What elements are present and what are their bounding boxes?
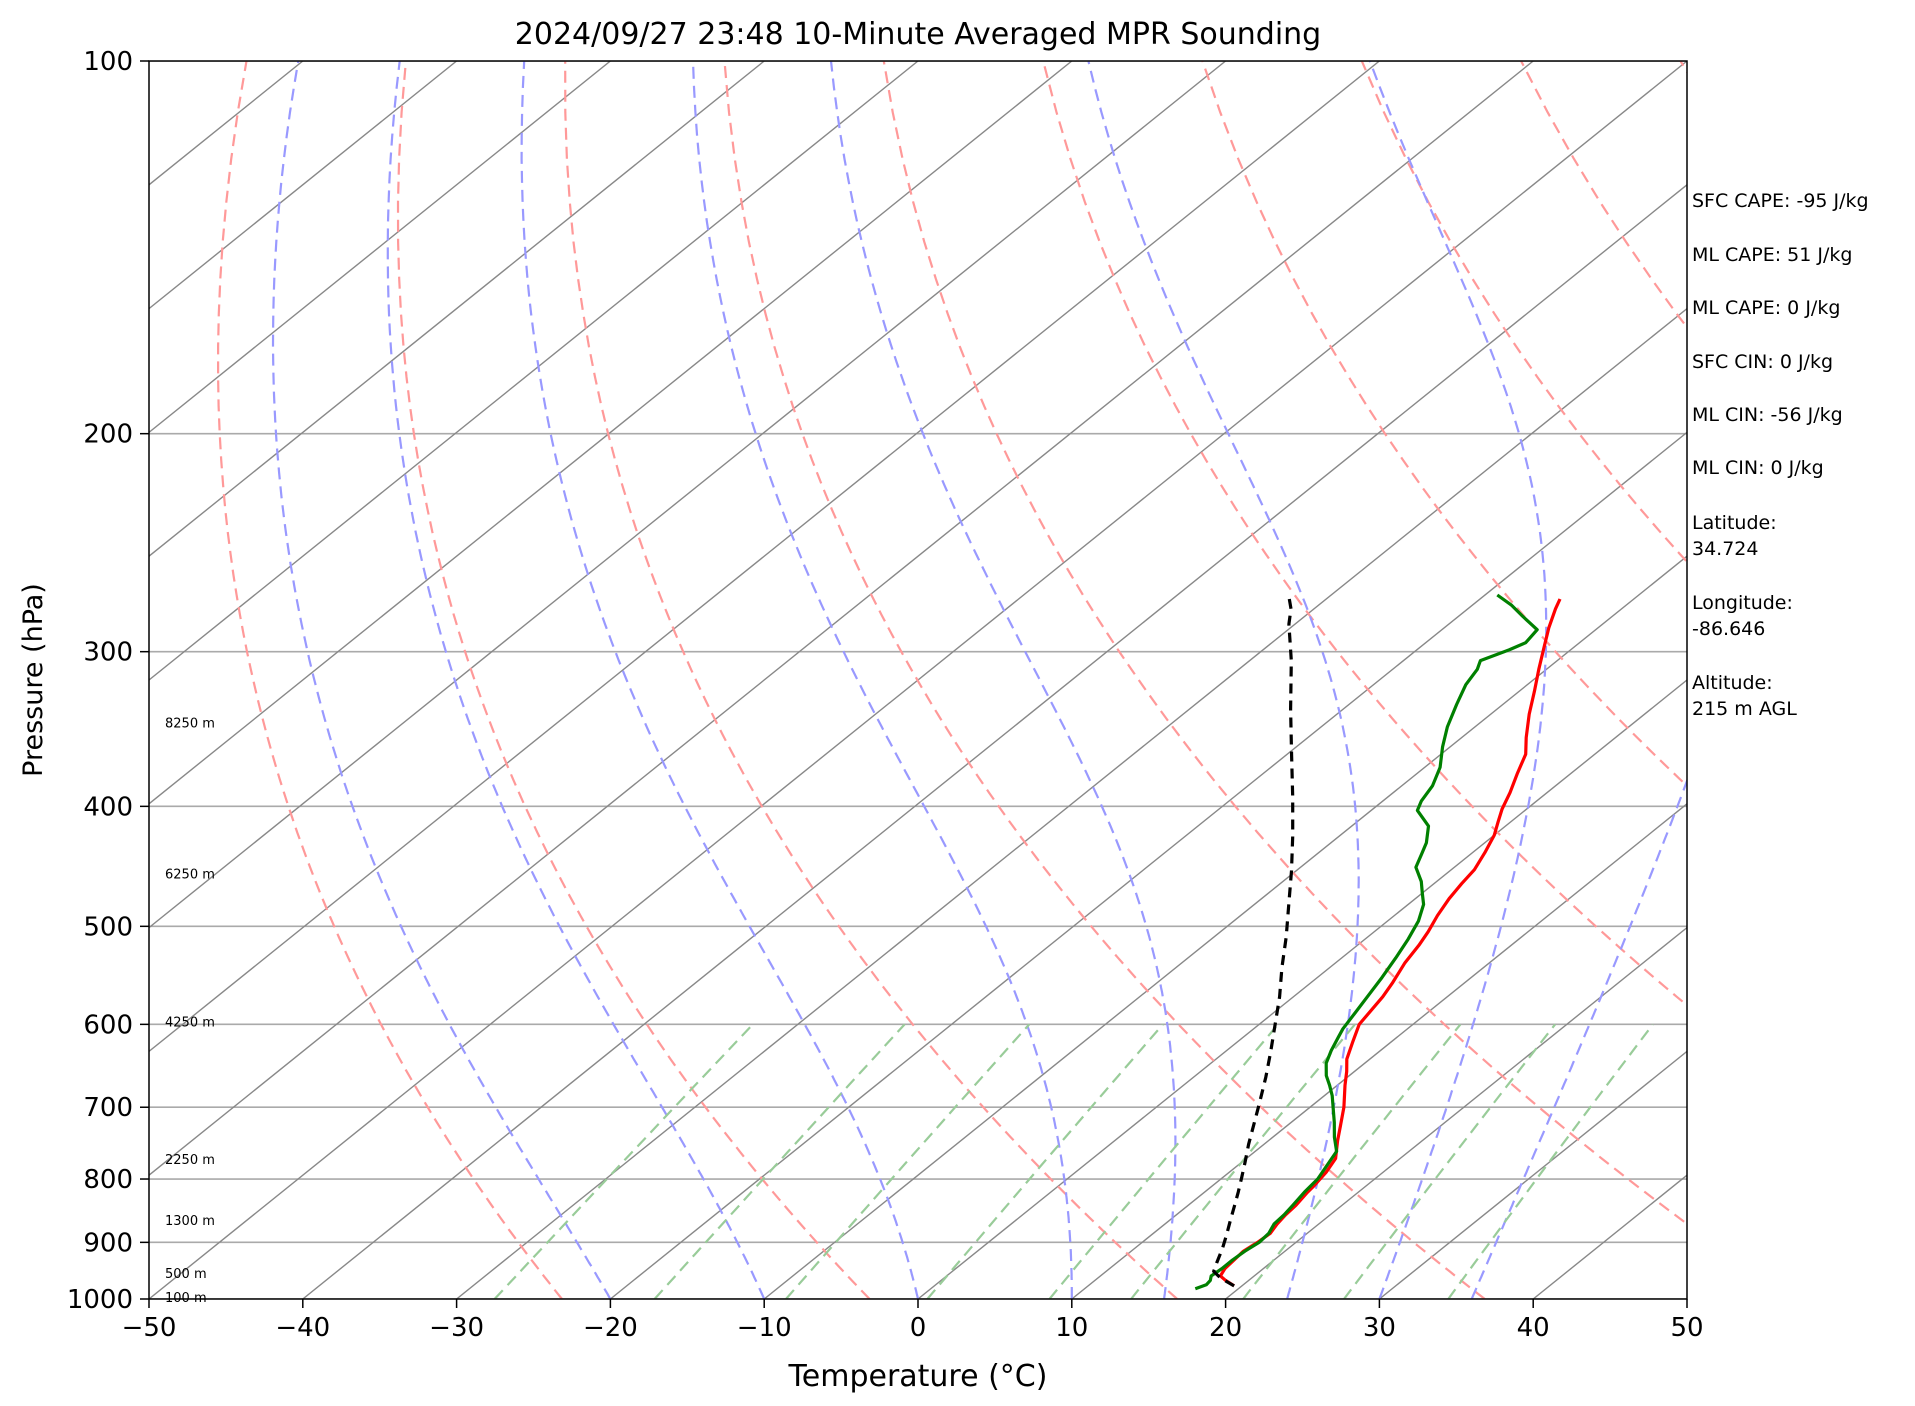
latitude-text: Latitude: 34.724	[1692, 512, 1777, 560]
longitude-text: Longitude: -86.646	[1692, 592, 1793, 640]
moist-adiabat-line	[520, 61, 920, 1299]
dry-adiabat-line	[217, 61, 563, 1299]
mixing-ratio-line	[926, 1023, 1164, 1299]
dry-adiabat-line	[882, 61, 1687, 1226]
y-tick-label: 400	[83, 792, 133, 822]
mixing-ratio-line	[493, 1023, 754, 1299]
moist-adiabat-line	[829, 61, 1177, 1299]
x-tick-label: 0	[910, 1313, 927, 1343]
isotherm-line	[149, 61, 1073, 805]
dry-adiabat-line	[564, 61, 1178, 1299]
mixing-ratio-line	[1048, 1023, 1279, 1299]
x-tick-label: −10	[737, 1313, 792, 1343]
isotherm-line	[149, 61, 919, 681]
dry-adiabat-line	[396, 61, 871, 1299]
moist-adiabat-line	[1368, 61, 1548, 1299]
sounding-profiles	[1194, 593, 1562, 1291]
isotherm-line	[917, 679, 1687, 1299]
mixing-ratio-line	[785, 1023, 1031, 1299]
height-label: 2250 m	[165, 1153, 215, 1168]
y-tick-label: 100	[83, 47, 133, 77]
x-tick-label: −50	[122, 1313, 177, 1343]
y-tick-label: 900	[83, 1228, 133, 1258]
isotherm-line	[302, 183, 1687, 1299]
height-label: 1300 m	[165, 1214, 215, 1229]
x-tick-label: 50	[1670, 1313, 1703, 1343]
ml-cin-text: ML CIN: -56 J/kg	[1692, 404, 1843, 426]
y-axis-ticks: 1000 900 800 700 600 500 400 300 200 100	[67, 47, 149, 1315]
altitude-text: Altitude: 215 m AGL	[1692, 672, 1797, 720]
moist-adiabat-line	[271, 61, 612, 1299]
isotherm-line	[149, 61, 458, 310]
ml-cin-text-2: ML CIN: 0 J/kg	[1692, 457, 1824, 479]
ml-cape-text-2: ML CAPE: 0 J/kg	[1692, 297, 1841, 319]
dry-adiabat-line	[723, 61, 1486, 1299]
dry-adiabat-line	[1042, 61, 1687, 1007]
y-tick-label: 500	[83, 912, 133, 942]
series-line-2	[1212, 598, 1295, 1288]
background-lines	[149, 61, 1687, 1299]
height-label: 4250 m	[165, 1016, 215, 1031]
mixing-ratio-line	[1242, 1023, 1462, 1299]
x-axis-ticks: −50 −40 −30 −20 −10 0 10 20 30 40 50	[122, 1299, 1704, 1343]
isotherm-line	[149, 61, 765, 558]
isotherm-line	[456, 307, 1687, 1299]
isotherm-line	[609, 431, 1687, 1299]
x-tick-label: 10	[1055, 1313, 1088, 1343]
height-label: 500 m	[165, 1267, 207, 1282]
sfc-cape-text: SFC CAPE: -95 J/kg	[1692, 190, 1869, 212]
y-tick-label: 600	[83, 1010, 133, 1040]
isotherm-line	[149, 61, 1227, 929]
chart-title: 2024/09/27 23:48 10-Minute Averaged MPR …	[515, 17, 1321, 52]
ml-cape-text: ML CAPE: 51 J/kg	[1692, 244, 1853, 266]
y-tick-label: 300	[83, 638, 133, 668]
x-axis-label: Temperature (°C)	[788, 1359, 1048, 1394]
series-line-1	[1194, 593, 1539, 1291]
moist-adiabat-line	[1470, 777, 1687, 1299]
isotherm-line	[763, 555, 1687, 1299]
y-tick-label: 1000	[67, 1285, 133, 1315]
isotherm-line	[1225, 926, 1687, 1299]
isotherm-line	[149, 61, 1380, 1053]
dry-adiabat-line	[1360, 61, 1687, 564]
sfc-cin-text: SFC CIN: 0 J/kg	[1692, 351, 1834, 373]
mixing-ratio-line	[1343, 1023, 1556, 1299]
moist-adiabat-line	[691, 61, 1073, 1299]
x-tick-label: 30	[1363, 1313, 1396, 1343]
x-tick-label: −40	[275, 1313, 330, 1343]
y-tick-label: 800	[83, 1165, 133, 1195]
x-tick-label: −20	[583, 1313, 638, 1343]
dry-adiabat-line	[1201, 61, 1687, 788]
height-label: 6250 m	[165, 867, 215, 882]
x-tick-label: 40	[1517, 1313, 1550, 1343]
x-tick-label: 20	[1209, 1313, 1242, 1343]
moist-adiabat-line	[1087, 61, 1360, 1299]
series-line-0	[1218, 598, 1562, 1288]
mixing-ratio-line	[653, 1023, 906, 1299]
mixing-ratio-line	[1447, 1023, 1654, 1299]
mixing-ratio-line	[1130, 1023, 1356, 1299]
height-label: 8250 m	[165, 717, 215, 732]
y-tick-label: 700	[83, 1093, 133, 1123]
y-tick-label: 200	[83, 420, 133, 450]
isotherm-line	[1071, 802, 1687, 1299]
y-axis-label: Pressure (hPa)	[18, 583, 49, 777]
isotherm-line	[149, 61, 611, 434]
isotherm-line	[1378, 1050, 1687, 1299]
isotherm-line	[149, 61, 1534, 1177]
moist-adiabat-line	[386, 61, 766, 1299]
x-tick-label: −30	[429, 1313, 484, 1343]
